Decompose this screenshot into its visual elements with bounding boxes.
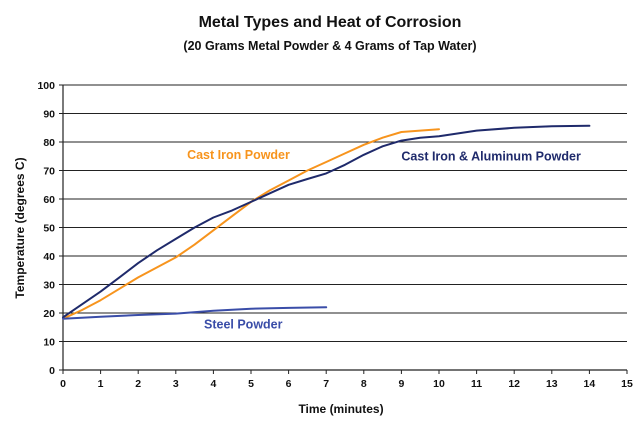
x-tick-label: 2 [135, 378, 141, 390]
x-tick-label: 14 [584, 378, 596, 390]
x-tick-label: 6 [286, 378, 292, 390]
x-tick-label: 15 [621, 378, 633, 390]
x-tick-label: 5 [248, 378, 254, 390]
x-tick-label: 3 [173, 378, 179, 390]
series-line-cast-iron-aluminum-powder [62, 124, 591, 319]
y-tick-label: 40 [43, 251, 55, 263]
y-tick-label: 10 [43, 337, 55, 349]
x-tick-label: 7 [323, 378, 329, 390]
series-line-steel-powder [62, 306, 328, 320]
y-tick-label: 90 [43, 109, 55, 121]
y-axis-label: Temperature (degrees C) [13, 157, 27, 298]
y-tick-label: 50 [43, 223, 55, 235]
y-tick-label: 70 [43, 166, 55, 178]
y-tick-label: 80 [43, 137, 55, 149]
x-tick-label: 12 [508, 378, 520, 390]
chart-subtitle: (20 Grams Metal Powder & 4 Grams of Tap … [183, 39, 476, 53]
x-tick-label: 11 [471, 378, 482, 390]
x-tick-label: 13 [546, 378, 558, 390]
x-tick-label: 8 [361, 378, 367, 390]
y-tick-label: 60 [43, 194, 55, 206]
x-axis-label: Time (minutes) [298, 402, 383, 416]
x-tick-label: 10 [433, 378, 445, 390]
y-tick-label: 20 [43, 308, 55, 320]
chart-title: Metal Types and Heat of Corrosion [199, 14, 462, 31]
x-tick-label: 4 [210, 378, 216, 390]
series-lines [62, 124, 591, 320]
series-label: Cast Iron Powder [187, 148, 290, 162]
gridlines [63, 84, 627, 342]
series-label: Cast Iron & Aluminum Powder [401, 150, 581, 164]
x-tick-label: 0 [60, 378, 66, 390]
y-tick-label: 100 [37, 80, 55, 92]
x-tick-label: 1 [98, 378, 104, 390]
y-tick-label: 0 [49, 365, 55, 377]
y-tick-label: 30 [43, 280, 55, 292]
series-label: Steel Powder [204, 318, 283, 332]
series-labels: Cast Iron Powder Cast Iron & Aluminum Pow… [187, 148, 581, 332]
x-tick-label: 9 [398, 378, 404, 390]
